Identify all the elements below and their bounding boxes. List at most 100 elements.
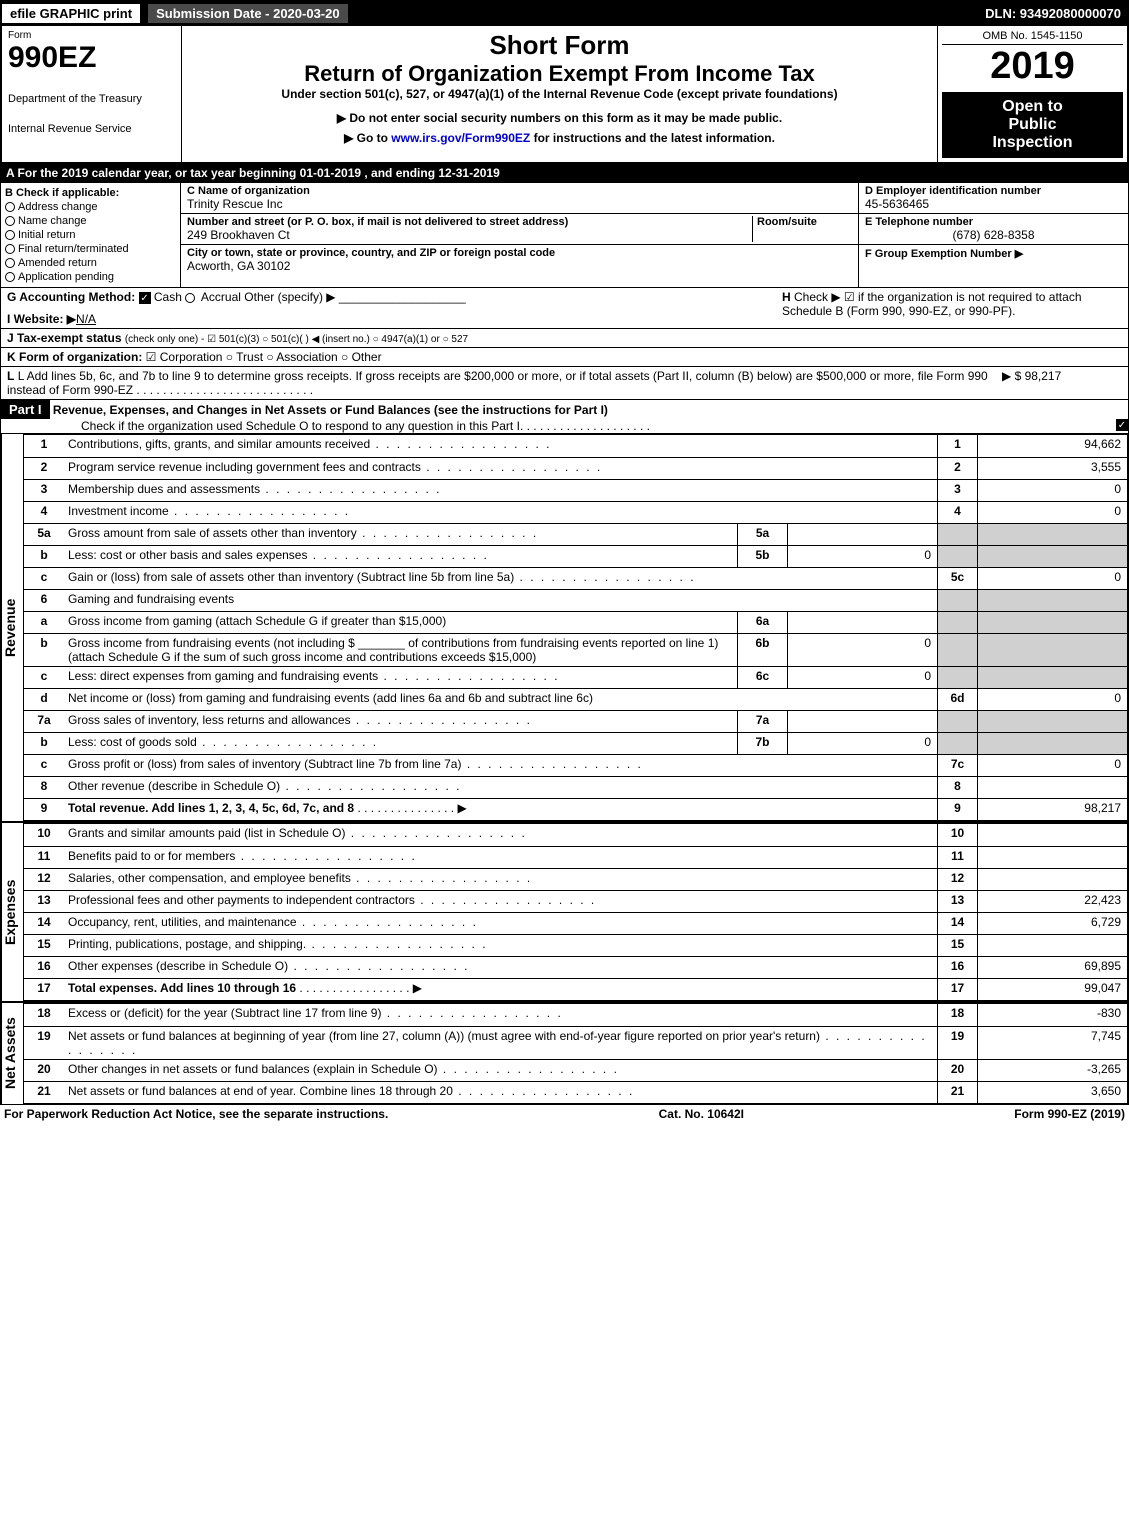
cb-final[interactable]: Final return/terminated bbox=[5, 243, 176, 255]
l7b-sv: 0 bbox=[787, 733, 937, 754]
l7a-lnshade bbox=[937, 711, 977, 732]
irs-link[interactable]: www.irs.gov/Form990EZ bbox=[391, 131, 530, 145]
l10-desc: Grants and similar amounts paid (list in… bbox=[64, 824, 937, 846]
omb-number: OMB No. 1545-1150 bbox=[942, 30, 1123, 45]
l6-num: 6 bbox=[24, 590, 64, 611]
l21-desc: Net assets or fund balances at end of ye… bbox=[64, 1082, 937, 1103]
l11-num: 11 bbox=[24, 847, 64, 868]
open1: Open to bbox=[944, 98, 1121, 116]
l13-ln: 13 bbox=[937, 891, 977, 912]
l20-num: 20 bbox=[24, 1060, 64, 1081]
cb-name[interactable]: Name change bbox=[5, 215, 176, 227]
l11-desc: Benefits paid to or for members bbox=[64, 847, 937, 868]
l5c-num: c bbox=[24, 568, 64, 589]
l19-num: 19 bbox=[24, 1027, 64, 1059]
l18-ln: 18 bbox=[937, 1004, 977, 1026]
l9-ln: 9 bbox=[937, 799, 977, 820]
ein-lbl: D Employer identification number bbox=[865, 185, 1122, 197]
l4-val: 0 bbox=[977, 502, 1127, 523]
street-addr: 249 Brookhaven Ct bbox=[187, 228, 752, 242]
l5c-desc: Gain or (loss) from sale of assets other… bbox=[64, 568, 937, 589]
l6b-sv: 0 bbox=[787, 634, 937, 666]
l12-val bbox=[977, 869, 1127, 890]
l3-desc: Membership dues and assessments bbox=[64, 480, 937, 501]
l5b-valshade bbox=[977, 546, 1127, 567]
l2-desc: Program service revenue including govern… bbox=[64, 458, 937, 479]
l14-ln: 14 bbox=[937, 913, 977, 934]
cb-pending[interactable]: Application pending bbox=[5, 271, 176, 283]
l-txt: L Add lines 5b, 6c, and 7b to line 9 to … bbox=[7, 369, 988, 397]
col-d: D Employer identification number 45-5636… bbox=[858, 183, 1128, 287]
check-accrual-icon[interactable] bbox=[185, 293, 195, 303]
l9-val: 98,217 bbox=[977, 799, 1127, 820]
l4-desc: Investment income bbox=[64, 502, 937, 523]
go-post: for instructions and the latest informat… bbox=[530, 131, 775, 145]
l7c-ln: 7c bbox=[937, 755, 977, 776]
l10-num: 10 bbox=[24, 824, 64, 846]
l5c-ln: 5c bbox=[937, 568, 977, 589]
i-lbl: I Website: ▶ bbox=[7, 312, 76, 326]
l13-val: 22,423 bbox=[977, 891, 1127, 912]
efile-label[interactable]: efile GRAPHIC print bbox=[0, 2, 142, 25]
j-txt: (check only one) - ☑ 501(c)(3) ○ 501(c)(… bbox=[125, 334, 468, 345]
l6a-num: a bbox=[24, 612, 64, 633]
l17-num: 17 bbox=[24, 979, 64, 1000]
l5a-valshade bbox=[977, 524, 1127, 545]
cb-initial[interactable]: Initial return bbox=[5, 229, 176, 241]
g-lbl: G Accounting Method: bbox=[7, 290, 135, 304]
line-g: G Accounting Method: ✓ Cash Accrual Othe… bbox=[7, 290, 782, 304]
l16-desc: Other expenses (describe in Schedule O) bbox=[64, 957, 937, 978]
check-cash-icon[interactable]: ✓ bbox=[139, 292, 151, 304]
part1-heading: Revenue, Expenses, and Changes in Net As… bbox=[53, 403, 608, 417]
l7a-valshade bbox=[977, 711, 1127, 732]
dept-treasury: Department of the Treasury bbox=[8, 93, 175, 105]
l1-ln: 1 bbox=[937, 435, 977, 457]
l7b-lnshade bbox=[937, 733, 977, 754]
l8-val bbox=[977, 777, 1127, 798]
k-lbl: K Form of organization: bbox=[7, 350, 142, 364]
line-j: J Tax-exempt status (check only one) - ☑… bbox=[0, 329, 1129, 348]
l6a-valshade bbox=[977, 612, 1127, 633]
l16-num: 16 bbox=[24, 957, 64, 978]
city-lbl: City or town, state or province, country… bbox=[187, 247, 852, 259]
j-lbl: J Tax-exempt status bbox=[7, 331, 122, 345]
l2-ln: 2 bbox=[937, 458, 977, 479]
l11-val bbox=[977, 847, 1127, 868]
l6d-num: d bbox=[24, 689, 64, 710]
l8-desc: Other revenue (describe in Schedule O) bbox=[64, 777, 937, 798]
l14-num: 14 bbox=[24, 913, 64, 934]
l1-desc: Contributions, gifts, grants, and simila… bbox=[64, 435, 937, 457]
l10-ln: 10 bbox=[937, 824, 977, 846]
schedule-o-check-icon[interactable]: ✓ bbox=[1116, 419, 1128, 431]
form-label: Form bbox=[8, 30, 175, 41]
l4-ln: 4 bbox=[937, 502, 977, 523]
l6b-lnshade bbox=[937, 634, 977, 666]
l6c-sn: 6c bbox=[737, 667, 787, 688]
l5a-num: 5a bbox=[24, 524, 64, 545]
cb-address[interactable]: Address change bbox=[5, 201, 176, 213]
l6c-desc: Less: direct expenses from gaming and fu… bbox=[64, 667, 737, 688]
footer-mid: Cat. No. 10642I bbox=[659, 1107, 744, 1121]
l5a-sn: 5a bbox=[737, 524, 787, 545]
expenses-label: Expenses bbox=[1, 823, 23, 1001]
l6c-num: c bbox=[24, 667, 64, 688]
line-l: L L Add lines 5b, 6c, and 7b to line 9 t… bbox=[0, 367, 1129, 400]
col-b: B Check if applicable: Address change Na… bbox=[1, 183, 181, 287]
l8-num: 8 bbox=[24, 777, 64, 798]
l11-ln: 11 bbox=[937, 847, 977, 868]
go-to-link: ▶ Go to www.irs.gov/Form990EZ for instru… bbox=[186, 131, 933, 145]
l15-ln: 15 bbox=[937, 935, 977, 956]
l6d-ln: 6d bbox=[937, 689, 977, 710]
l13-desc: Professional fees and other payments to … bbox=[64, 891, 937, 912]
net-assets-label: Net Assets bbox=[1, 1003, 23, 1104]
part1-sub: Check if the organization used Schedule … bbox=[81, 419, 520, 433]
l8-ln: 8 bbox=[937, 777, 977, 798]
l5b-num: b bbox=[24, 546, 64, 567]
l6-valshade bbox=[977, 590, 1127, 611]
footer: For Paperwork Reduction Act Notice, see … bbox=[0, 1105, 1129, 1123]
cb-amended[interactable]: Amended return bbox=[5, 257, 176, 269]
l7b-desc: Less: cost of goods sold bbox=[64, 733, 737, 754]
org-name: Trinity Rescue Inc bbox=[187, 197, 852, 211]
l13-num: 13 bbox=[24, 891, 64, 912]
form-number: 990EZ bbox=[8, 41, 175, 75]
